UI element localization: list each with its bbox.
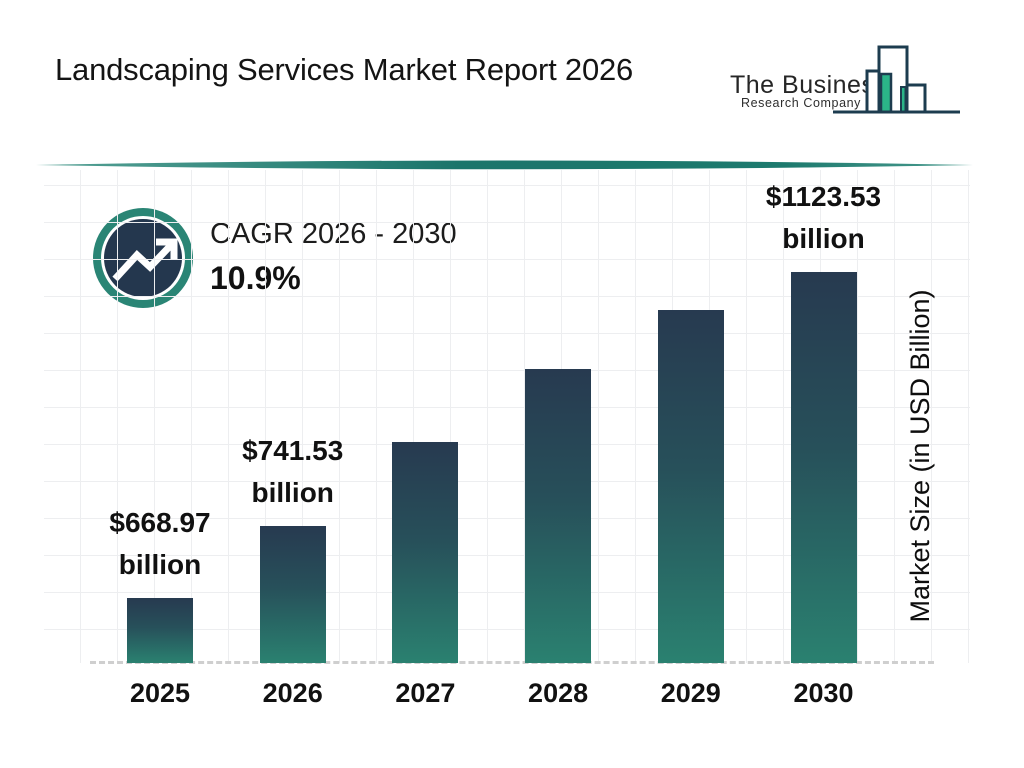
bar-2028 — [525, 369, 592, 663]
logo-text-secondary: Research Company — [740, 96, 862, 110]
year-label-2029: 2029 — [660, 678, 721, 708]
header-divider — [36, 160, 973, 170]
logo-text-primary: The Business — [730, 71, 888, 99]
year-label-2030: 2030 — [793, 678, 854, 708]
year-label-2028: 2028 — [528, 678, 589, 708]
bar-2025 — [127, 598, 193, 663]
bar-2030 — [790, 272, 857, 663]
page-title: Landscaping Services Market Report 2026 — [55, 52, 634, 87]
brand-logo: The Business Research Company — [725, 35, 985, 130]
year-label-2025: 2025 — [129, 678, 191, 708]
y-axis-label: Market Size (in USD Billion) — [905, 289, 935, 623]
x-axis-baseline — [90, 661, 934, 664]
logo-bar-chart-icon — [833, 45, 960, 114]
year-label-2027: 2027 — [395, 678, 456, 708]
bar-2026 — [259, 526, 326, 663]
value-label-2026: $741.53 billion — [242, 435, 344, 508]
bar-2027 — [392, 442, 459, 663]
chart-area: $668.97 billion 2025 $741.53 billion 2026 2027… — [44, 170, 970, 708]
value-label-2030: $1123.53 billion — [765, 181, 882, 254]
value-label-2025: $668.97 billion — [109, 507, 211, 580]
bar-2029 — [657, 310, 724, 663]
year-label-2026: 2026 — [262, 678, 323, 708]
